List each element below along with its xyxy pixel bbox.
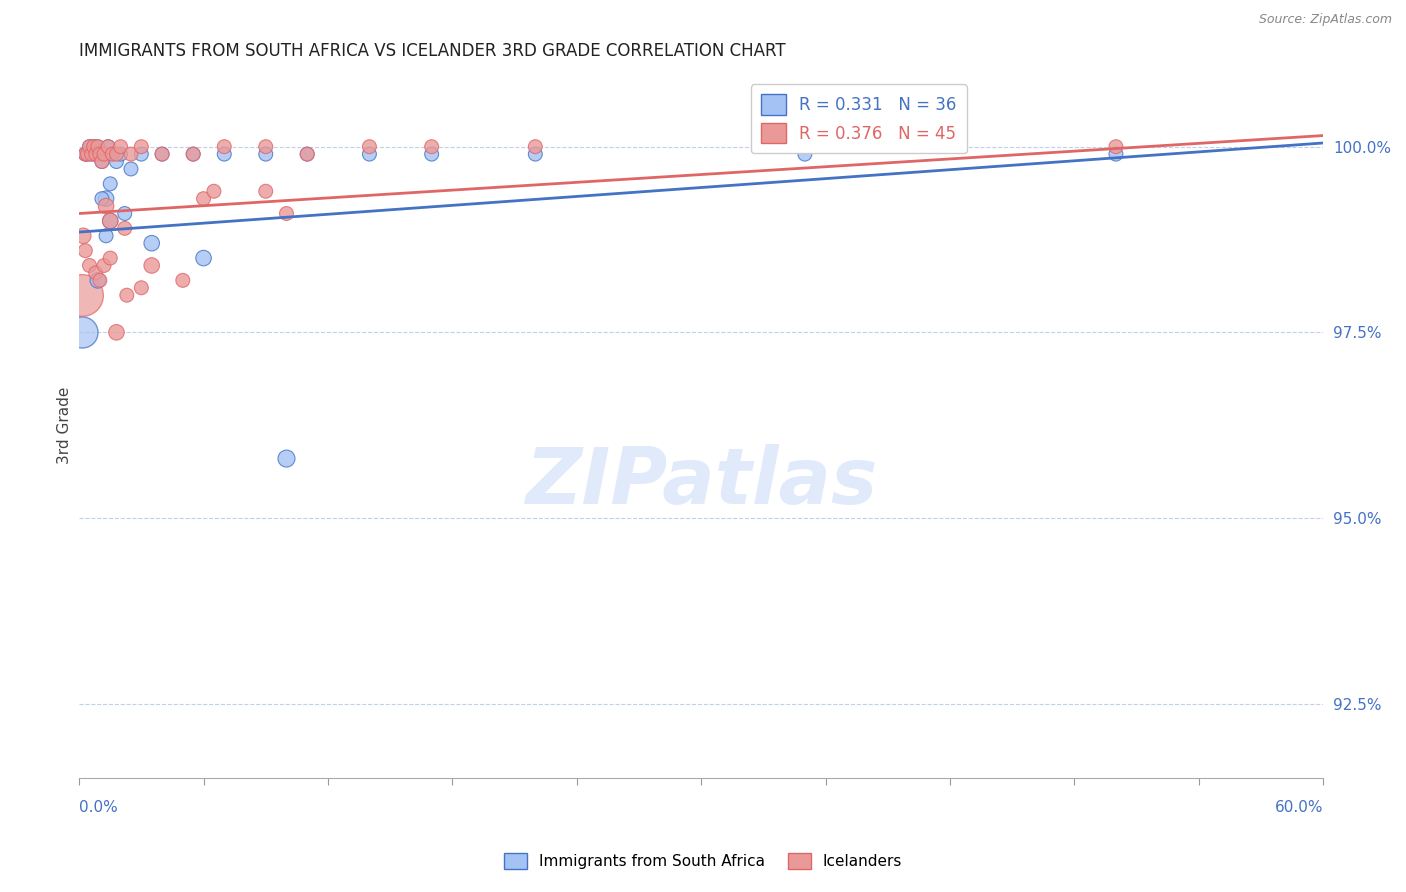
Point: [1105, 147, 1128, 161]
Point: [79, 139, 101, 153]
Point: [80, 147, 103, 161]
Point: [131, 147, 153, 161]
Point: [89, 147, 111, 161]
Point: [98, 214, 121, 228]
Point: [101, 147, 124, 161]
Point: [72, 228, 94, 243]
Point: [141, 236, 163, 251]
Point: [254, 139, 277, 153]
Point: [90, 192, 112, 206]
Point: [87, 273, 110, 287]
Point: [110, 139, 132, 153]
Point: [254, 147, 277, 161]
Point: [131, 139, 153, 153]
Point: [84, 147, 107, 161]
Y-axis label: 3rd Grade: 3rd Grade: [58, 386, 72, 464]
Point: [181, 147, 204, 161]
Point: [94, 192, 117, 206]
Point: [90, 154, 112, 169]
Text: Source: ZipAtlas.com: Source: ZipAtlas.com: [1258, 13, 1392, 27]
Point: [80, 147, 103, 161]
Text: ZIPatlas: ZIPatlas: [524, 443, 877, 519]
Point: [105, 154, 128, 169]
Point: [114, 206, 136, 220]
Point: [89, 147, 111, 161]
Text: 0.0%: 0.0%: [79, 800, 118, 815]
Point: [70, 288, 93, 302]
Point: [76, 147, 98, 161]
Point: [254, 184, 277, 198]
Point: [276, 206, 298, 220]
Point: [87, 139, 110, 153]
Point: [110, 147, 132, 161]
Point: [276, 451, 298, 466]
Point: [83, 139, 105, 153]
Point: [150, 147, 173, 161]
Point: [83, 139, 105, 153]
Point: [214, 139, 236, 153]
Point: [84, 147, 107, 161]
Point: [75, 147, 97, 161]
Point: [76, 147, 98, 161]
Point: [90, 154, 112, 169]
Point: [114, 221, 136, 235]
Point: [420, 139, 443, 153]
Point: [172, 273, 194, 287]
Point: [793, 147, 815, 161]
Point: [79, 139, 101, 153]
Point: [359, 139, 381, 153]
Point: [193, 251, 215, 265]
Point: [297, 147, 319, 161]
Point: [98, 251, 121, 265]
Point: [120, 147, 142, 161]
Point: [181, 147, 204, 161]
Point: [105, 326, 128, 340]
Point: [131, 281, 153, 295]
Point: [97, 139, 120, 153]
Point: [101, 147, 124, 161]
Point: [93, 147, 115, 161]
Point: [87, 139, 110, 153]
Point: [150, 147, 173, 161]
Point: [84, 266, 107, 280]
Point: [524, 139, 547, 153]
Point: [297, 147, 319, 161]
Point: [105, 147, 128, 161]
Point: [1105, 139, 1128, 153]
Point: [70, 326, 93, 340]
Point: [93, 147, 115, 161]
Text: IMMIGRANTS FROM SOUTH AFRICA VS ICELANDER 3RD GRADE CORRELATION CHART: IMMIGRANTS FROM SOUTH AFRICA VS ICELANDE…: [79, 42, 786, 60]
Point: [202, 184, 225, 198]
Point: [359, 147, 381, 161]
Point: [141, 259, 163, 273]
Point: [193, 192, 215, 206]
Point: [793, 139, 815, 153]
Point: [94, 228, 117, 243]
Point: [115, 288, 138, 302]
Legend: R = 0.331   N = 36, R = 0.376   N = 45: R = 0.331 N = 36, R = 0.376 N = 45: [751, 84, 966, 153]
Point: [97, 139, 120, 153]
Point: [94, 199, 117, 213]
Point: [98, 214, 121, 228]
Point: [75, 244, 97, 258]
Point: [120, 161, 142, 176]
Point: [214, 147, 236, 161]
Point: [89, 273, 111, 287]
Point: [98, 177, 121, 191]
Point: [524, 147, 547, 161]
Point: [75, 147, 97, 161]
Legend: Immigrants from South Africa, Icelanders: Immigrants from South Africa, Icelanders: [498, 847, 908, 875]
Point: [420, 147, 443, 161]
Point: [93, 259, 115, 273]
Point: [79, 259, 101, 273]
Text: 60.0%: 60.0%: [1275, 800, 1323, 815]
